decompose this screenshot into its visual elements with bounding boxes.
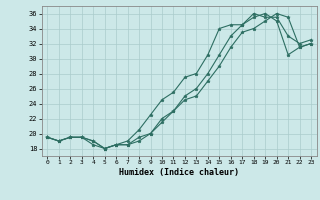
X-axis label: Humidex (Indice chaleur): Humidex (Indice chaleur) bbox=[119, 168, 239, 177]
